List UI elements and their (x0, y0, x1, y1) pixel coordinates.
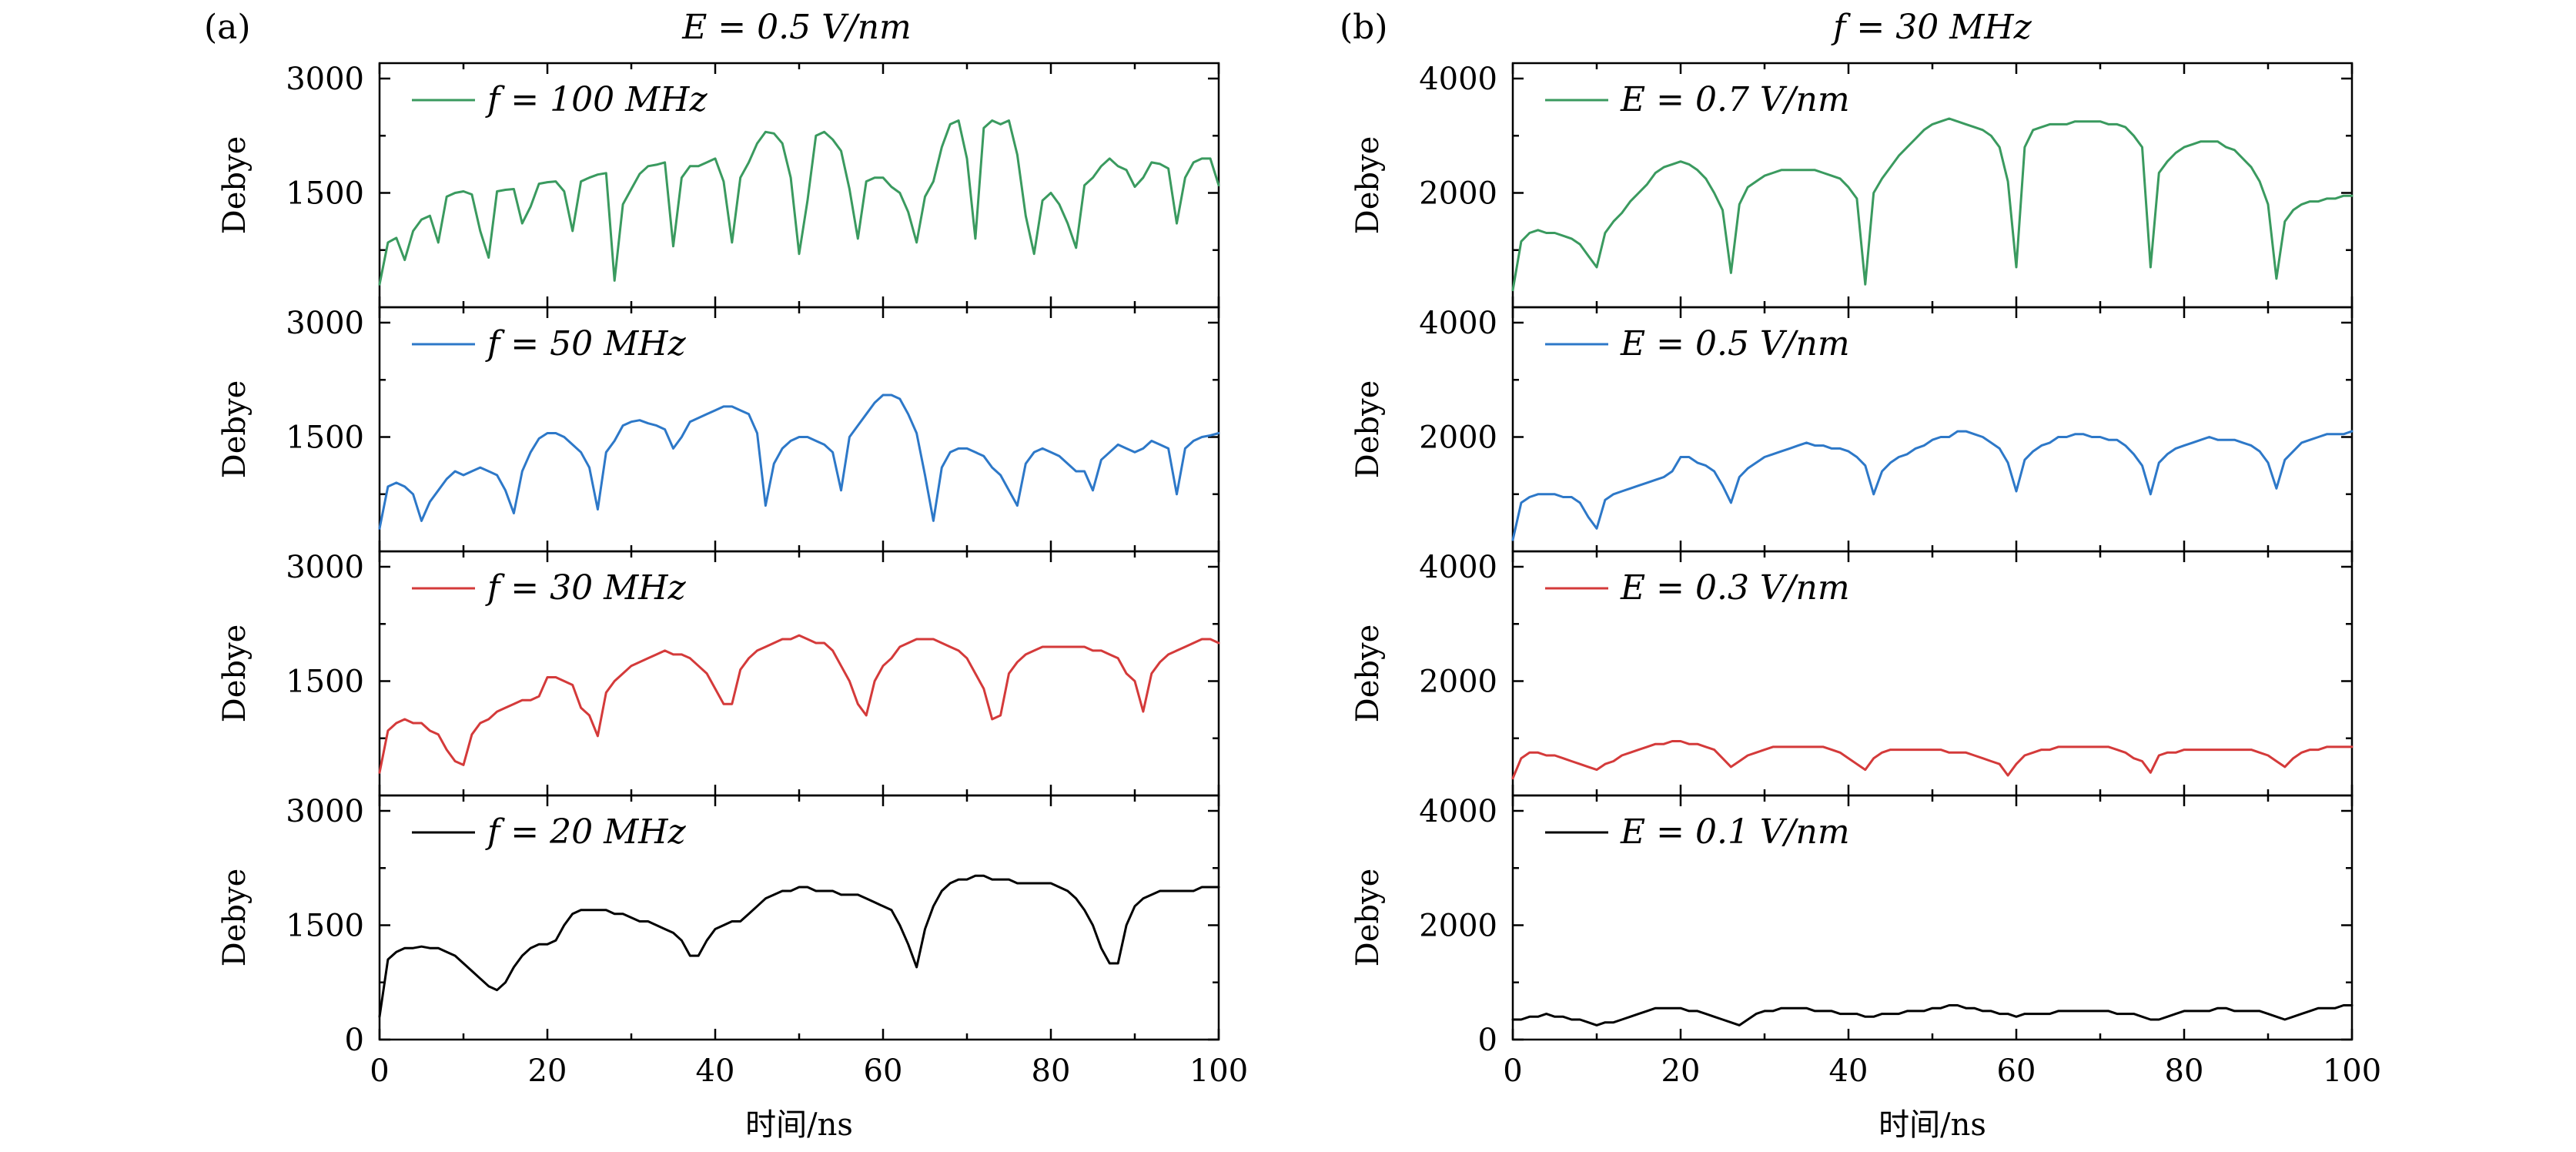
series-line (1511, 740, 2354, 780)
legend-label: E = 0.1 V/nm (1620, 812, 1850, 852)
x-tick-label: 60 (864, 1053, 903, 1089)
y-tick-label: 2000 (1419, 420, 1497, 456)
plot-area: 3000 1500 Debye f = 100 MHz 3000 1500 Debye f =… (217, 62, 2354, 1058)
y-axis-title: Debye (217, 136, 253, 235)
legend-label: E = 0.5 V/nm (1620, 324, 1850, 363)
y-tick-label: 4000 (1419, 306, 1497, 341)
x-tick-label: 80 (2165, 1053, 2204, 1089)
y-tick-label: 1500 (286, 665, 364, 700)
legend-label: E = 0.7 V/nm (1620, 80, 1850, 119)
series-line (1511, 430, 2354, 541)
legend-label: f = 30 MHz (485, 568, 687, 608)
y-tick-label: 1500 (286, 176, 364, 212)
panel-a-title: E = 0.5 V/nm (681, 8, 912, 47)
series-line (378, 393, 1220, 530)
y-tick-label: 2000 (1419, 665, 1497, 700)
panel-a-x-tick-labels: 0 20 40 60 80 100 (370, 1053, 1248, 1089)
subplot: 3000 1500 Debye f = 100 MHz (217, 62, 1220, 309)
x-tick-label: 0 (1503, 1053, 1522, 1089)
y-axis-title: Debye (1350, 869, 1386, 967)
series-line (1511, 117, 2354, 292)
series-line (378, 119, 1220, 286)
y-axis-title: Debye (1350, 625, 1386, 723)
legend-label: E = 0.3 V/nm (1620, 568, 1850, 608)
series-line (378, 874, 1220, 1018)
y-tick-label: 0 (345, 1023, 364, 1058)
subplot: 4000 2000 Debye E = 0.3 V/nm (1350, 550, 2354, 797)
panel-b-x-axis-title: 时间/ns (1878, 1107, 1986, 1143)
legend-label: f = 50 MHz (485, 324, 687, 363)
x-tick-label: 20 (1661, 1053, 1701, 1089)
y-tick-label: 0 (1478, 1023, 1497, 1058)
y-tick-label: 3000 (286, 306, 364, 341)
y-tick-label: 3000 (286, 550, 364, 585)
legend-label: f = 20 MHz (485, 812, 687, 852)
x-tick-label: 40 (1829, 1053, 1868, 1089)
y-tick-label: 1500 (286, 909, 364, 944)
y-axis-title: Debye (217, 380, 253, 479)
subplot: 4000 2000 Debye E = 0.5 V/nm (1350, 306, 2354, 553)
y-tick-label: 1500 (286, 420, 364, 456)
x-tick-label: 100 (1189, 1053, 1248, 1089)
y-tick-label: 3000 (286, 62, 364, 97)
panel-b-x-tick-labels: 0 20 40 60 80 100 (1503, 1053, 2381, 1089)
subplot: 4000 2000 0 Debye E = 0.1 V/nm (1350, 794, 2354, 1058)
y-axis-title: Debye (1350, 380, 1386, 479)
x-tick-label: 80 (1032, 1053, 1071, 1089)
x-tick-label: 20 (528, 1053, 567, 1089)
panel-a-letter: (a) (204, 8, 251, 47)
y-axis-title: Debye (217, 869, 253, 967)
x-tick-label: 0 (370, 1053, 389, 1089)
series-line (1511, 1004, 2354, 1026)
y-tick-label: 3000 (286, 794, 364, 829)
subplot: 3000 1500 0 Debye f = 20 MHz (217, 794, 1220, 1058)
x-tick-label: 100 (2323, 1053, 2381, 1089)
y-tick-label: 2000 (1419, 909, 1497, 944)
y-axis-title: Debye (1350, 136, 1386, 235)
y-tick-label: 4000 (1419, 794, 1497, 829)
legend-label: f = 100 MHz (485, 80, 708, 119)
panel-b-letter: (b) (1340, 8, 1388, 47)
panel-a: 3000 1500 Debye f = 100 MHz 3000 1500 Debye f =… (217, 62, 1220, 1058)
panel-a-x-axis-title: 时间/ns (745, 1107, 853, 1143)
y-tick-label: 2000 (1419, 176, 1497, 212)
y-axis-title: Debye (217, 625, 253, 723)
panel-b: 4000 2000 Debye E = 0.7 V/nm 4000 2000 Debye E … (1350, 62, 2354, 1058)
series-line (378, 634, 1220, 774)
y-tick-label: 4000 (1419, 550, 1497, 585)
subplot: 3000 1500 Debye f = 50 MHz (217, 306, 1220, 553)
subplot: 3000 1500 Debye f = 30 MHz (217, 550, 1220, 797)
panel-b-title: f = 30 MHz (1831, 8, 2032, 47)
x-tick-label: 60 (1997, 1053, 2036, 1089)
y-tick-label: 4000 (1419, 62, 1497, 97)
x-tick-label: 40 (696, 1053, 735, 1089)
